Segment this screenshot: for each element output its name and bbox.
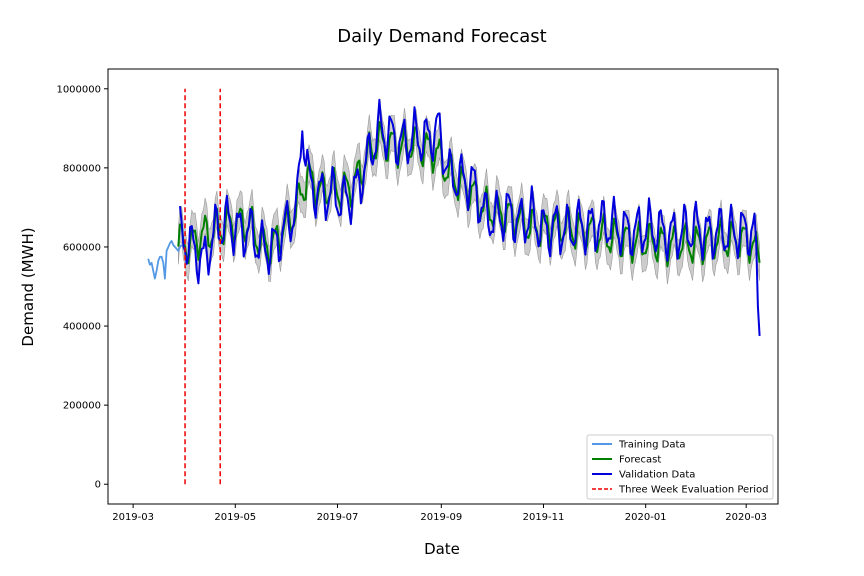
legend-label: Three Week Evaluation Period	[618, 485, 769, 496]
y-tick-label: 400000	[63, 322, 101, 333]
y-tick-label: 200000	[63, 401, 101, 412]
series-line-training-data	[147, 240, 183, 280]
legend: Training Data Forecast Validation Data Thre…	[586, 434, 774, 500]
x-tick-label: 2020-01	[625, 512, 667, 523]
x-tick-label: 2019-09	[420, 512, 462, 523]
y-axis: 0 200000 400000 600000 800000 1000000	[56, 84, 108, 491]
y-tick-label: 1000000	[56, 84, 101, 95]
axes-frame	[107, 68, 779, 505]
y-tick-label: 600000	[63, 242, 101, 253]
y-axis-label: Demand (MWH)	[19, 227, 37, 346]
y-tick-label: 800000	[63, 163, 101, 174]
x-tick-label: 2019-05	[214, 512, 256, 523]
plot-area	[147, 88, 761, 485]
legend-label: Validation Data	[619, 470, 695, 481]
x-tick-label: 2019-03	[112, 512, 154, 523]
legend-label: Forecast	[619, 455, 661, 466]
series-line-validation-data	[179, 98, 761, 336]
legend-box	[586, 434, 774, 500]
x-axis: 2019-03 2019-05 2019-07 2019-09 2019-11 2020-…	[112, 504, 767, 523]
x-tick-label: 2020-03	[725, 512, 767, 523]
x-axis-label: Date	[424, 540, 460, 558]
legend-label: Training Data	[618, 440, 686, 451]
y-tick-label: 0	[95, 480, 101, 491]
x-tick-label: 2019-07	[317, 512, 359, 523]
chart-title: Daily Demand Forecast	[337, 26, 547, 47]
x-tick-label: 2019-11	[523, 512, 565, 523]
